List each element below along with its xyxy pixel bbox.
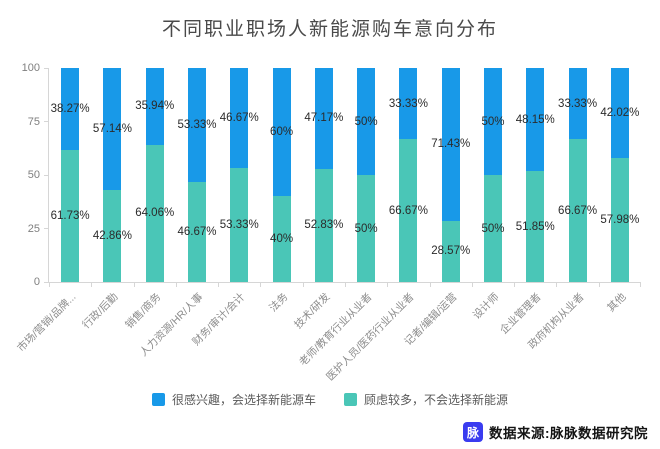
value-label-interested: 47.17% bbox=[304, 112, 344, 125]
legend-label: 很感兴趣，会选择新能源车 bbox=[171, 393, 316, 407]
value-label-interested: 53.33% bbox=[177, 119, 217, 132]
bar-segment-concerned bbox=[568, 139, 587, 282]
value-label-interested: 33.33% bbox=[388, 97, 428, 110]
value-label-concerned: 66.67% bbox=[388, 204, 428, 217]
legend-marker-icon bbox=[344, 393, 357, 406]
plot-area: 100 75 50 25 0 38.27% 61.73% 市场/营销/品牌... 57.14% 4… bbox=[15, 62, 641, 383]
value-label-concerned: 64.06% bbox=[135, 207, 175, 220]
bar-segment-interested bbox=[399, 68, 418, 140]
value-label-concerned: 40% bbox=[270, 233, 294, 246]
value-label-concerned: 52.83% bbox=[304, 219, 344, 232]
x-tick-mark bbox=[556, 282, 558, 287]
bar-segment-interested bbox=[610, 68, 629, 158]
value-label-interested: 60% bbox=[270, 126, 294, 139]
value-label-interested: 35.94% bbox=[135, 100, 175, 113]
y-tick-mark bbox=[44, 281, 48, 283]
value-label-concerned: 42.86% bbox=[92, 230, 132, 243]
y-tick-label: 50 bbox=[27, 169, 40, 181]
value-label-interested: 48.15% bbox=[515, 113, 555, 126]
value-label-interested: 46.67% bbox=[219, 111, 259, 124]
chart-title: 不同职业职场人新能源购车意向分布 bbox=[161, 19, 498, 40]
value-label-interested: 50% bbox=[481, 115, 505, 128]
x-tick-mark bbox=[49, 282, 50, 287]
value-label-concerned: 61.73% bbox=[50, 209, 90, 222]
value-label-concerned: 66.67% bbox=[558, 204, 598, 217]
bar-segment-concerned bbox=[103, 190, 122, 282]
y-tick-label: 75 bbox=[27, 115, 40, 128]
x-tick-mark bbox=[91, 282, 93, 287]
x-tick-mark bbox=[429, 282, 431, 287]
y-tick-mark bbox=[44, 67, 48, 69]
legend-marker-icon bbox=[151, 393, 165, 406]
y-tick-label: 0 bbox=[33, 276, 40, 288]
data-source-text: 数据来源:脉脉数据研究院 bbox=[489, 426, 648, 441]
value-label-interested: 42.02% bbox=[600, 106, 640, 119]
x-tick-mark bbox=[302, 282, 304, 287]
value-label-interested: 33.33% bbox=[558, 97, 598, 110]
bar-segment-concerned bbox=[526, 171, 545, 282]
x-tick-mark bbox=[471, 282, 473, 287]
value-label-concerned: 53.33% bbox=[219, 218, 259, 231]
value-label-interested: 38.27% bbox=[50, 102, 90, 115]
bar-segment-interested bbox=[272, 68, 291, 197]
y-tick-mark bbox=[44, 174, 48, 176]
value-label-concerned: 57.98% bbox=[600, 213, 640, 226]
legend-label: 顾虑较多，不会选择新能源 bbox=[364, 393, 509, 407]
bar-segment-interested bbox=[230, 68, 249, 168]
y-tick-label: 100 bbox=[21, 62, 40, 74]
bar-segment-interested bbox=[145, 68, 164, 145]
x-tick-mark bbox=[514, 282, 516, 287]
bar-segment-concerned bbox=[188, 182, 206, 282]
x-tick-mark bbox=[640, 282, 641, 287]
x-tick-mark bbox=[133, 282, 135, 287]
bar-segment-concerned bbox=[441, 220, 460, 282]
legend-item: 顾虑较多，不会选择新能源 bbox=[344, 391, 508, 408]
bar-segment-concerned bbox=[399, 139, 418, 282]
bar-segment-interested bbox=[188, 68, 206, 183]
bar-segment-interested bbox=[357, 68, 376, 175]
x-tick-mark bbox=[598, 282, 600, 287]
y-tick-label: 25 bbox=[27, 222, 40, 235]
bar-segment-concerned bbox=[272, 196, 291, 282]
value-label-concerned: 51.85% bbox=[515, 220, 555, 233]
maimai-logo-icon: 脉 bbox=[463, 422, 483, 442]
value-label-concerned: 50% bbox=[354, 222, 378, 235]
bar-segment-interested bbox=[484, 68, 502, 175]
value-label-interested: 57.14% bbox=[92, 123, 132, 136]
bar-segment-concerned bbox=[484, 175, 502, 282]
bar-segment-concerned bbox=[61, 149, 80, 282]
bar-segment-interested bbox=[526, 68, 545, 172]
value-label-interested: 50% bbox=[354, 115, 378, 128]
x-tick-mark bbox=[218, 282, 220, 287]
value-label-interested: 71.43% bbox=[431, 138, 471, 151]
value-label-concerned: 28.57% bbox=[431, 245, 471, 258]
bar-segment-concerned bbox=[145, 144, 164, 282]
bar-segment-interested bbox=[314, 68, 333, 169]
bar-segment-concerned bbox=[230, 167, 249, 282]
data-source: 脉 数据来源:脉脉数据研究院 bbox=[463, 422, 648, 442]
bar-segment-interested bbox=[568, 68, 587, 140]
value-label-concerned: 46.67% bbox=[177, 226, 217, 239]
bar-segment-interested bbox=[103, 68, 122, 191]
legend: 很感兴趣，会选择新能源车 顾虑较多，不会选择新能源 bbox=[0, 391, 660, 408]
bar-segment-interested bbox=[441, 68, 460, 221]
x-tick-mark bbox=[260, 282, 262, 287]
value-label-concerned: 50% bbox=[481, 222, 505, 235]
bar-segment-concerned bbox=[357, 175, 376, 282]
x-tick-mark bbox=[387, 282, 389, 287]
bar-segment-concerned bbox=[610, 157, 629, 282]
legend-item: 很感兴趣，会选择新能源车 bbox=[151, 391, 316, 408]
x-tick-mark bbox=[175, 282, 177, 287]
y-tick-mark bbox=[44, 121, 48, 122]
x-tick-mark bbox=[345, 282, 346, 287]
bar-segment-concerned bbox=[314, 168, 333, 282]
y-tick-mark bbox=[44, 228, 48, 229]
bar-segment-interested bbox=[61, 68, 80, 150]
